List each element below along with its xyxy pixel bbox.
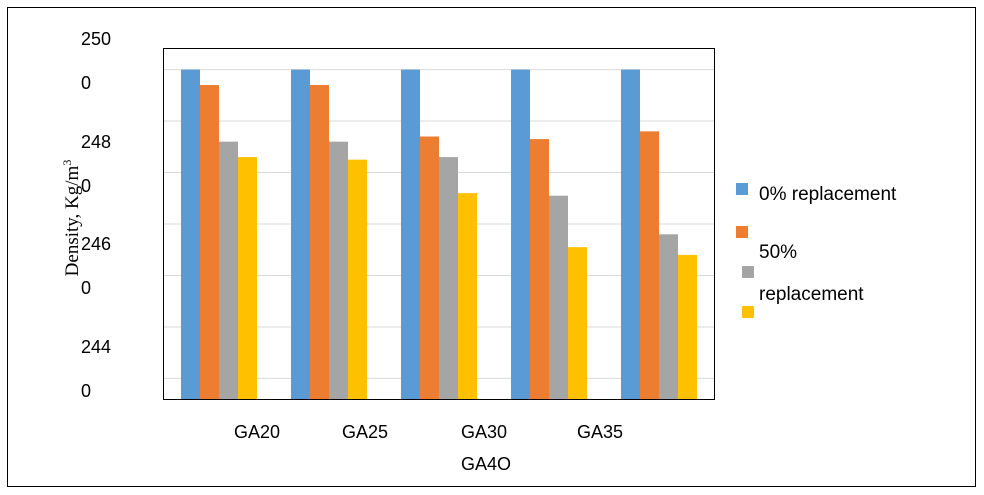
x-tick-label: GA25 — [342, 422, 389, 442]
bar-ga25-series-1 — [291, 69, 310, 399]
x-tick-label: GA20 — [234, 422, 281, 442]
legend-swatch-1 — [736, 183, 748, 195]
y-tick-label: 246 — [81, 234, 112, 255]
y-tick-label: 0 — [81, 175, 92, 196]
bar-ga4o-series-3 — [659, 234, 678, 399]
bar-ga20-series-1 — [181, 69, 200, 399]
y-tick-label: 0 — [81, 381, 92, 402]
y-axis-label: Density, Kg/m3 — [59, 159, 84, 277]
bar-ga25-series-2 — [310, 85, 329, 399]
bar-ga25-series-3 — [329, 141, 348, 399]
legend-text: 0% replacement — [759, 184, 897, 205]
bar-ga20-series-2 — [200, 85, 219, 399]
y-tick-label: 0 — [81, 72, 92, 93]
bar-ga30-series-1 — [401, 69, 420, 399]
y-tick-label: 244 — [81, 337, 112, 358]
legend-text: replacement — [759, 284, 864, 305]
legend-swatch-2 — [736, 226, 748, 238]
bar-ga4o-series-1 — [621, 69, 640, 399]
legend-text: 50% — [759, 242, 798, 263]
chart-frame: 250 0 248 0 246 0 244 0 Density, Kg/m3 GA20 GA25… — [7, 7, 976, 487]
bar-ga4o-series-4 — [678, 254, 697, 399]
legend-swatch-4 — [742, 306, 754, 318]
y-tick-label: 250 — [81, 28, 112, 49]
bar-ga30-series-3 — [439, 157, 458, 399]
x-tick-label: GA4O — [461, 454, 512, 474]
x-tick-label: GA35 — [577, 422, 624, 442]
y-tick-label: 248 — [81, 131, 112, 152]
bar-ga35-series-4 — [568, 247, 587, 399]
plot-svg — [164, 69, 714, 399]
bar-ga35-series-3 — [549, 195, 568, 399]
x-tick-label: GA30 — [461, 422, 508, 442]
bar-ga30-series-4 — [458, 193, 477, 399]
y-tick-label: 0 — [81, 278, 92, 299]
bar-ga20-series-3 — [219, 141, 238, 399]
legend-swatch-3 — [742, 266, 754, 278]
bar-ga30-series-2 — [420, 136, 439, 399]
bar-ga35-series-1 — [511, 69, 530, 399]
bar-ga4o-series-2 — [640, 131, 659, 399]
plot-area — [163, 48, 715, 400]
bar-ga20-series-4 — [238, 157, 257, 399]
bar-ga25-series-4 — [348, 159, 367, 399]
bar-ga35-series-2 — [530, 139, 549, 399]
